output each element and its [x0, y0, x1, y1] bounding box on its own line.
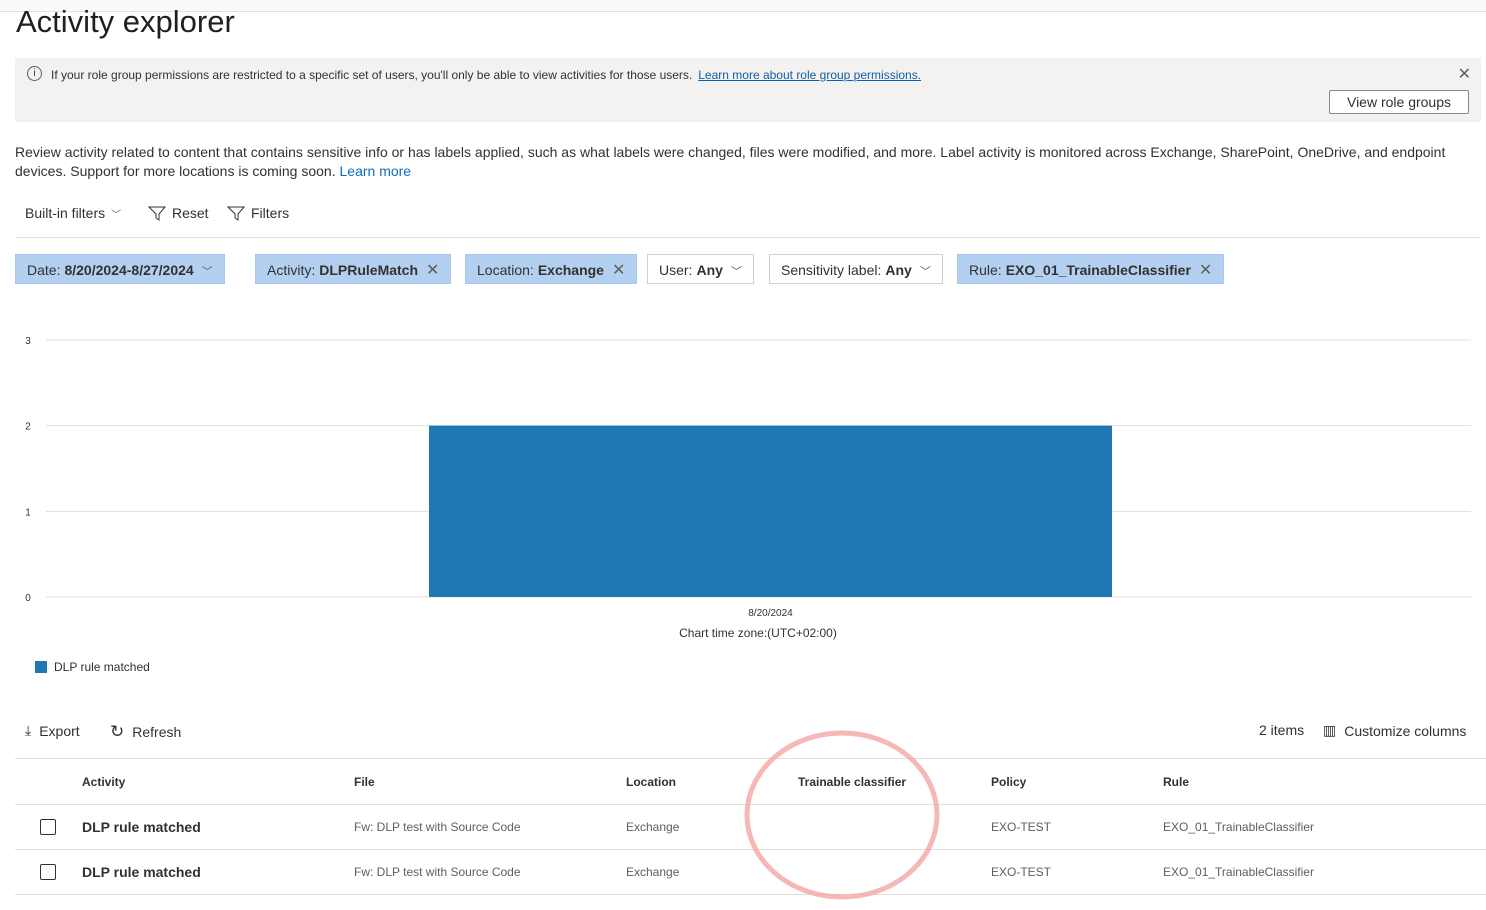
close-icon[interactable]: ✕: [426, 262, 440, 279]
view-role-groups-button[interactable]: View role groups: [1329, 90, 1469, 114]
row-checkbox[interactable]: [40, 819, 56, 835]
customize-columns-button[interactable]: ▥ Customize columns: [1323, 722, 1467, 739]
activity-chart: 0 1 2 3 8/20/2024: [25, 336, 1471, 619]
top-bar: [0, 0, 1486, 12]
filter-pill[interactable]: Location: Exchange ✕: [465, 254, 638, 284]
chart-timezone: Chart time zone:(UTC+02:00): [679, 626, 837, 640]
activity-table: Activity File Location Trainable classif…: [15, 758, 1486, 895]
filter-pill[interactable]: Date: 8/20/2024-8/27/2024 ﹀: [15, 254, 225, 284]
col-activity[interactable]: Activity: [81, 758, 353, 805]
chevron-down-icon: ﹀: [111, 209, 122, 221]
filter-label: Date:: [27, 262, 61, 278]
filter-value: Any: [885, 262, 912, 278]
table-row[interactable]: DLP rule matched Fw: DLP test with Source…: [15, 804, 1486, 850]
export-button[interactable]: ⤓ Export: [25, 722, 80, 739]
table-row[interactable]: DLP rule matched Fw: DLP test with Source…: [15, 849, 1486, 895]
filter-label: Sensitivity label:: [781, 262, 882, 278]
legend-swatch: [35, 661, 47, 673]
filter-label: Rule:: [969, 262, 1002, 278]
y-tick-label: 0: [25, 593, 31, 604]
col-file[interactable]: File: [353, 758, 625, 805]
description: Review activity related to content that …: [15, 144, 1446, 179]
chevron-down-icon[interactable]: ﹀: [919, 266, 931, 278]
x-tick-label: 8/20/2024: [748, 608, 793, 619]
info-banner: i If your role group permissions are res…: [15, 58, 1481, 122]
col-location[interactable]: Location: [625, 758, 797, 805]
table-header: Activity File Location Trainable classif…: [15, 758, 1486, 805]
columns-icon: ▥: [1323, 722, 1337, 738]
item-count: 2 items: [1259, 722, 1305, 738]
filter-label: Location:: [477, 262, 534, 278]
info-icon: i: [27, 66, 42, 81]
col-rule[interactable]: Rule: [1162, 758, 1486, 805]
chart-legend[interactable]: DLP rule matched: [35, 660, 150, 674]
filter-settings-icon: [227, 206, 245, 221]
reset-button[interactable]: Reset: [148, 205, 209, 221]
filter-value: DLPRuleMatch: [319, 262, 419, 278]
refresh-icon: ↻: [110, 722, 125, 741]
learn-more-link[interactable]: Learn more: [339, 163, 412, 179]
filter-label: Activity:: [267, 262, 316, 278]
refresh-button[interactable]: ↻ Refresh: [110, 722, 182, 741]
filter-pill[interactable]: Rule: EXO_01_TrainableClassifier ✕: [957, 254, 1225, 284]
page-title: Activity explorer: [16, 4, 235, 39]
role-permissions-link[interactable]: Learn more about role group permissions.: [698, 68, 922, 82]
y-tick-label: 1: [25, 507, 31, 518]
close-icon[interactable]: ✕: [611, 262, 626, 279]
filters-button[interactable]: Filters: [227, 205, 289, 221]
close-icon[interactable]: ✕: [1457, 66, 1471, 83]
download-icon: ⤓: [25, 722, 32, 738]
filter-value: Exchange: [537, 262, 604, 278]
divider: [15, 237, 1481, 238]
filter-value: Any: [696, 262, 723, 278]
filter-label: User:: [659, 262, 693, 278]
y-tick-label: 3: [25, 336, 31, 347]
y-tick-label: 2: [25, 422, 31, 433]
filter-pill[interactable]: User: Any ﹀: [647, 254, 754, 284]
filter-pill[interactable]: Activity: DLPRuleMatch ✕: [255, 254, 452, 284]
built-in-filters-button[interactable]: Built-in filters ﹀: [25, 205, 122, 221]
col-policy[interactable]: Policy: [990, 758, 1162, 805]
close-icon[interactable]: ✕: [1198, 262, 1213, 279]
col-trainable-classifier[interactable]: Trainable classifier: [797, 758, 990, 805]
chevron-down-icon[interactable]: ﹀: [730, 266, 742, 278]
row-checkbox[interactable]: [40, 864, 56, 880]
filter-value: 8/20/2024-8/27/2024: [64, 262, 194, 278]
filter-value: EXO_01_TrainableClassifier: [1005, 262, 1191, 278]
filter-clear-icon: [148, 206, 166, 221]
bar: [429, 425, 1112, 597]
banner-message: If your role group permissions are restr…: [51, 68, 922, 82]
chevron-down-icon[interactable]: ﹀: [201, 266, 213, 278]
filter-pill[interactable]: Sensitivity label: Any ﹀: [769, 254, 943, 284]
